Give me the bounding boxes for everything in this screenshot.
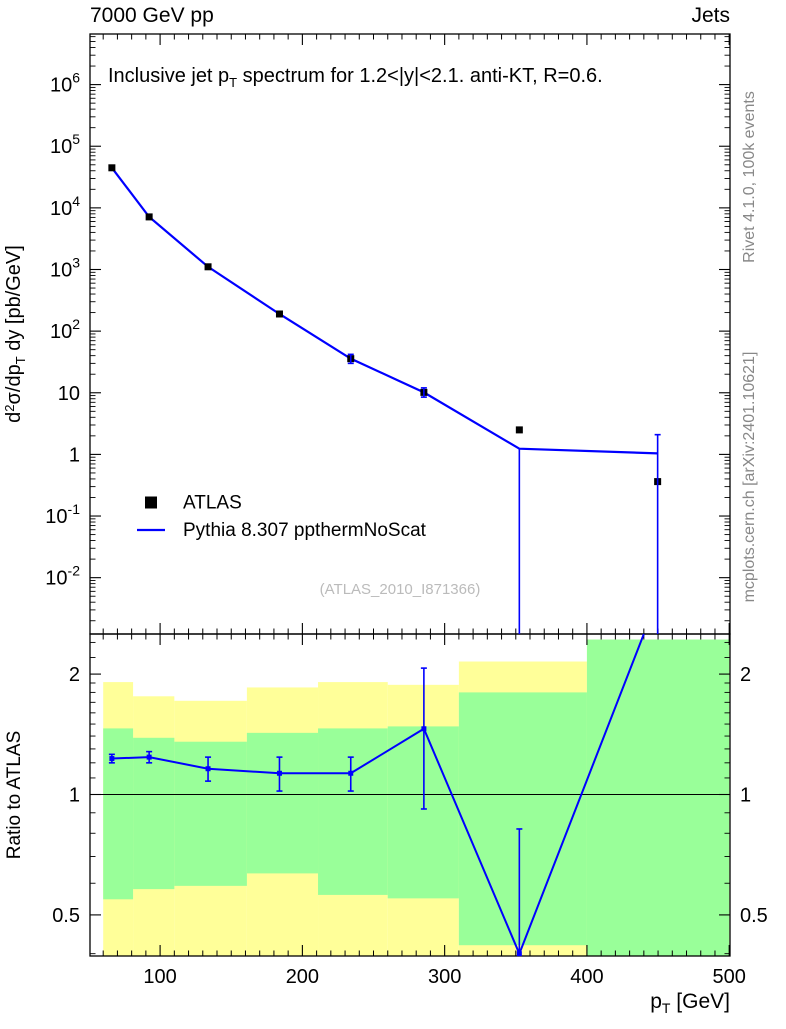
svg-text:mcplots.cern.ch [arXiv:2401.10: mcplots.cern.ch [arXiv:2401.10621] xyxy=(741,352,758,603)
svg-text:500: 500 xyxy=(713,966,746,988)
svg-text:100: 100 xyxy=(143,966,176,988)
svg-text:2: 2 xyxy=(740,664,751,686)
svg-text:Rivet 4.1.0, 100k events: Rivet 4.1.0, 100k events xyxy=(741,91,758,263)
svg-text:300: 300 xyxy=(428,966,461,988)
svg-text:d2σ/dpT dy [pb/GeV]: d2σ/dpT dy [pb/GeV] xyxy=(2,245,28,423)
svg-text:Inclusive jet pT spectrum for: Inclusive jet pT spectrum for 1.2<|y|<2.… xyxy=(108,65,603,90)
svg-text:ATLAS: ATLAS xyxy=(183,493,242,514)
svg-text:1: 1 xyxy=(69,785,80,807)
svg-text:2: 2 xyxy=(69,664,80,686)
svg-text:0.5: 0.5 xyxy=(52,905,80,927)
svg-text:(ATLAS_2010_I871366): (ATLAS_2010_I871366) xyxy=(320,581,481,598)
svg-text:Ratio to ATLAS: Ratio to ATLAS xyxy=(4,731,25,860)
svg-text:10: 10 xyxy=(58,383,80,405)
svg-text:1: 1 xyxy=(69,444,80,466)
svg-text:Pythia 8.307 ppthermNoScat: Pythia 8.307 ppthermNoScat xyxy=(183,520,427,541)
svg-text:7000 GeV pp: 7000 GeV pp xyxy=(90,4,214,27)
svg-text:1: 1 xyxy=(740,785,751,807)
svg-text:0.5: 0.5 xyxy=(740,905,768,927)
svg-text:400: 400 xyxy=(570,966,603,988)
svg-text:Jets: Jets xyxy=(691,4,730,27)
svg-text:200: 200 xyxy=(286,966,319,988)
